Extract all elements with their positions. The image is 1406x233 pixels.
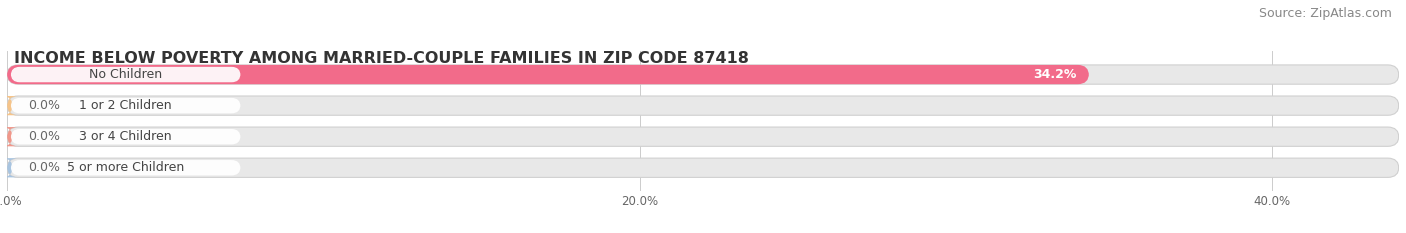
FancyBboxPatch shape [11,160,240,175]
Text: 0.0%: 0.0% [28,99,60,112]
FancyBboxPatch shape [11,67,240,82]
Text: 1 or 2 Children: 1 or 2 Children [79,99,172,112]
FancyBboxPatch shape [1,96,18,115]
Text: Source: ZipAtlas.com: Source: ZipAtlas.com [1258,7,1392,20]
Text: 5 or more Children: 5 or more Children [67,161,184,174]
Text: INCOME BELOW POVERTY AMONG MARRIED-COUPLE FAMILIES IN ZIP CODE 87418: INCOME BELOW POVERTY AMONG MARRIED-COUPL… [14,51,749,66]
FancyBboxPatch shape [7,65,1090,84]
FancyBboxPatch shape [7,65,1399,84]
Text: 34.2%: 34.2% [1033,68,1077,81]
FancyBboxPatch shape [11,98,240,113]
FancyBboxPatch shape [1,127,18,146]
FancyBboxPatch shape [7,96,1399,115]
FancyBboxPatch shape [1,158,18,177]
Text: 0.0%: 0.0% [28,161,60,174]
Text: No Children: No Children [89,68,162,81]
FancyBboxPatch shape [11,129,240,144]
FancyBboxPatch shape [7,127,1399,146]
FancyBboxPatch shape [7,158,1399,177]
Text: 0.0%: 0.0% [28,130,60,143]
Text: 3 or 4 Children: 3 or 4 Children [79,130,172,143]
